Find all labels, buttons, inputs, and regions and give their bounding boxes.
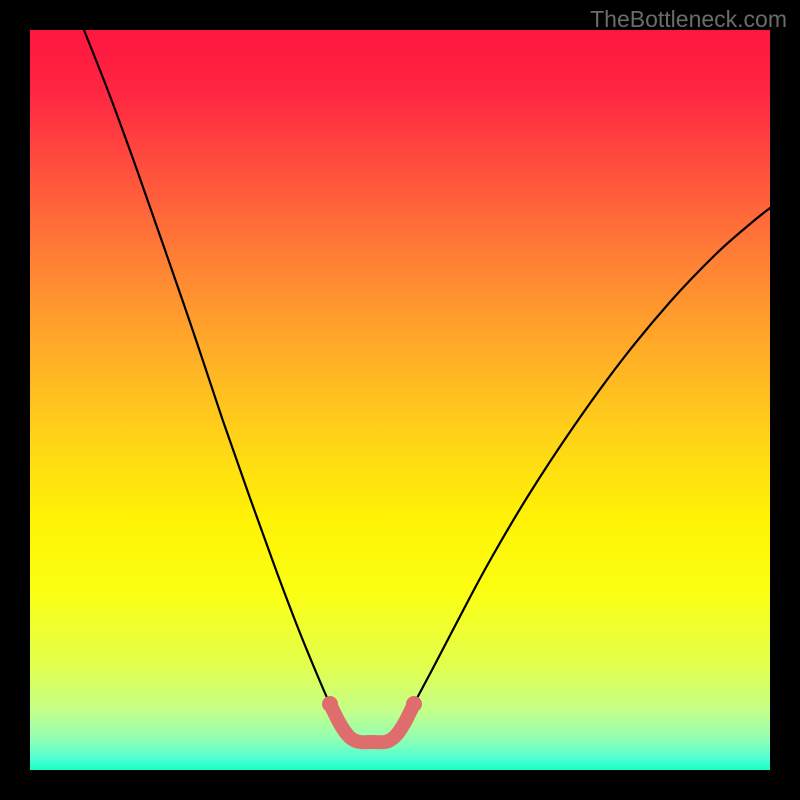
bottleneck-chart-svg	[0, 0, 800, 800]
watermark-text: TheBottleneck.com	[590, 6, 787, 33]
gradient-background	[30, 30, 770, 770]
chart-stage: TheBottleneck.com	[0, 0, 800, 800]
bottleneck-highlight-dot-0	[322, 696, 338, 712]
bottleneck-highlight-dot-1	[406, 696, 422, 712]
